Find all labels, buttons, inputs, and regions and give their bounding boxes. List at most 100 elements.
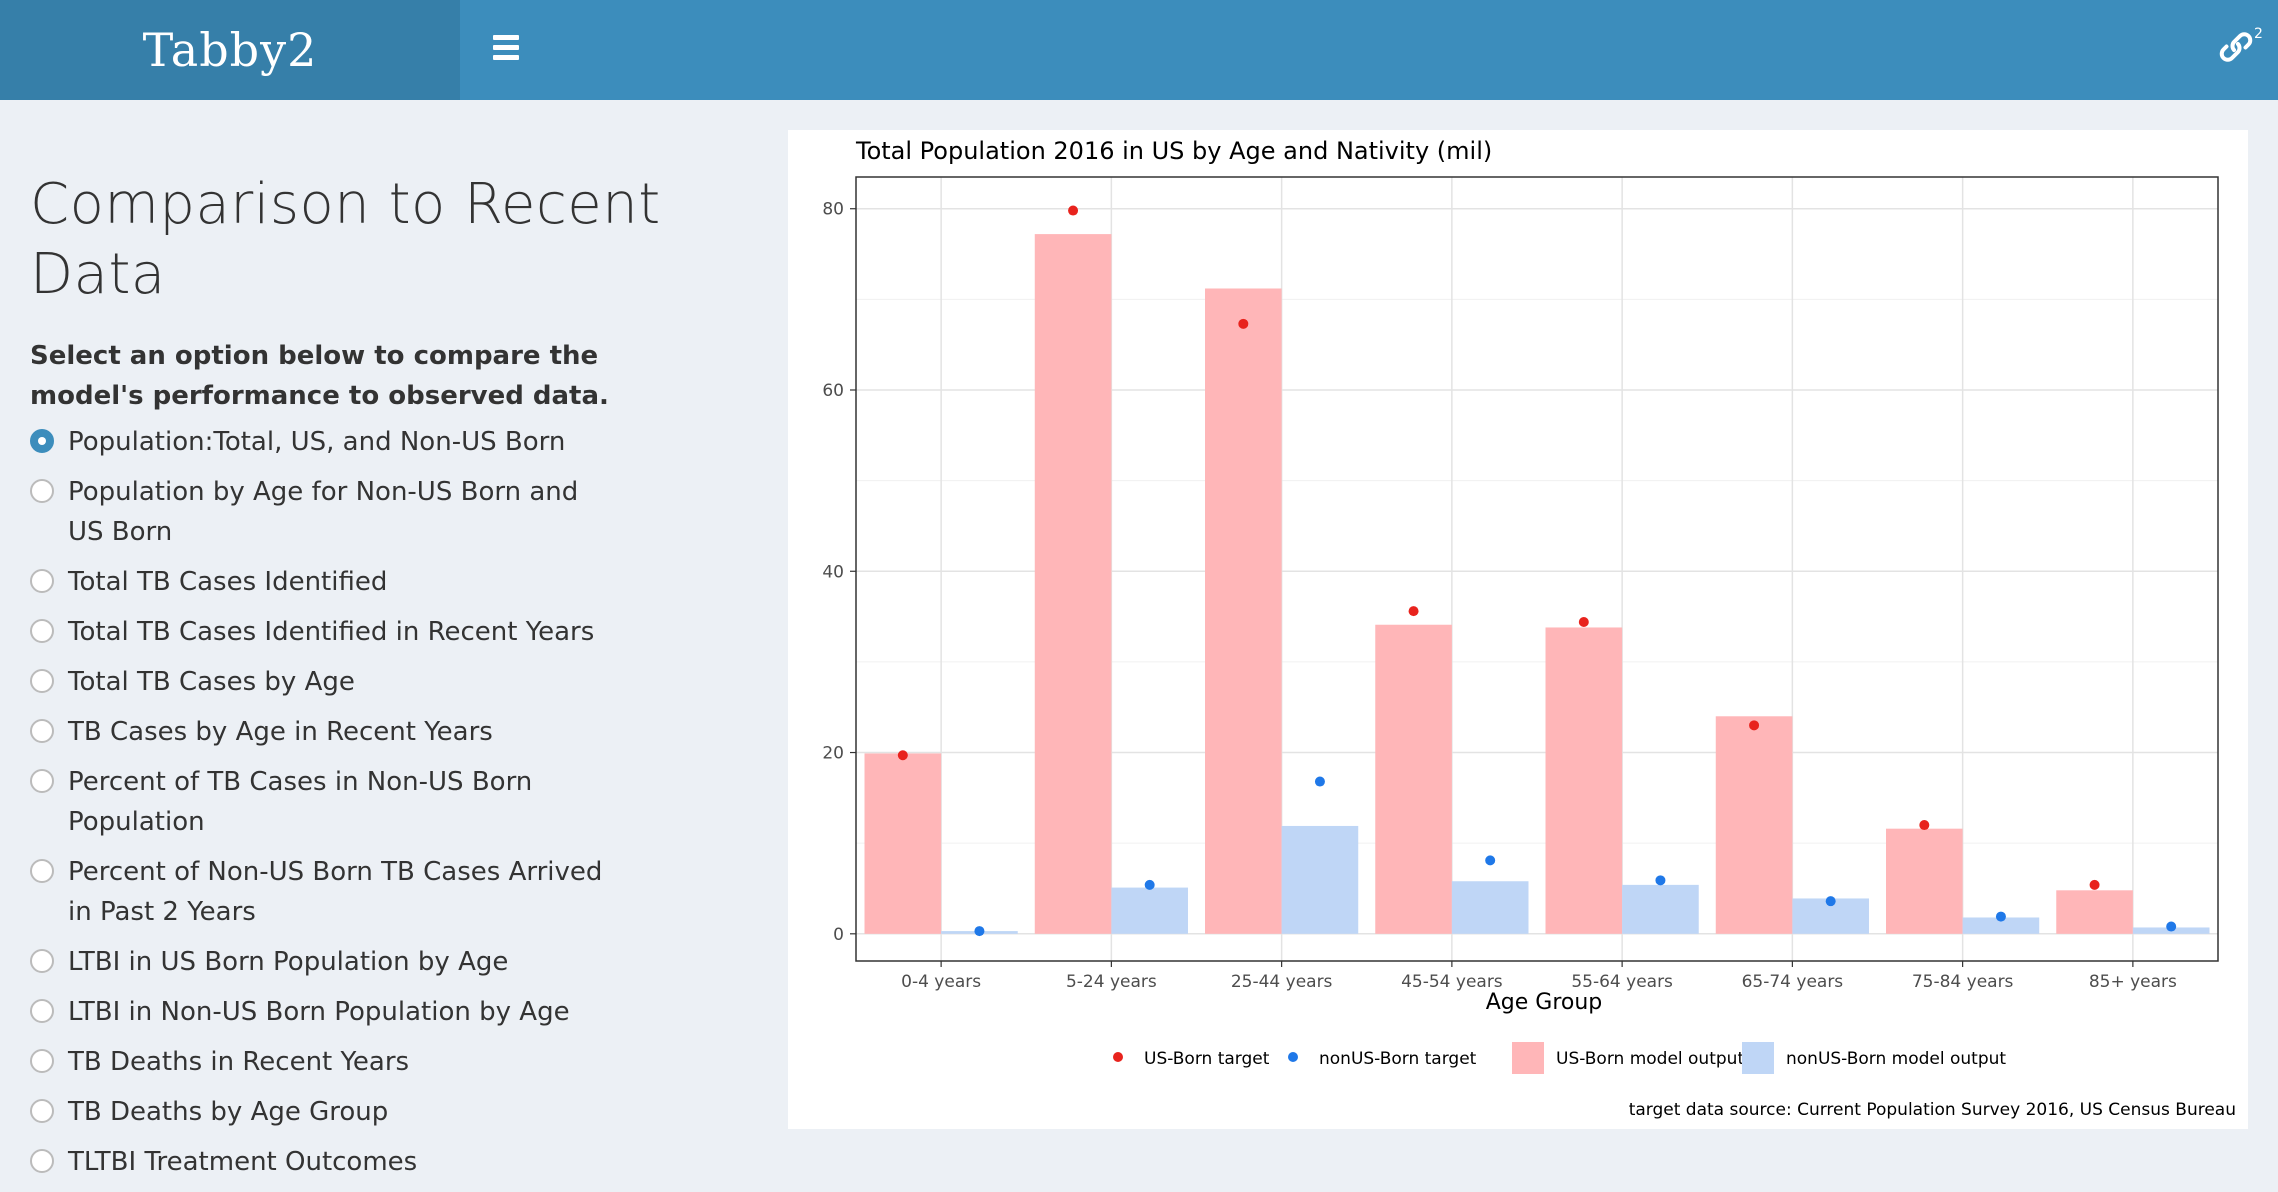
top-navbar: Tabby2 2 [0,0,2278,100]
x-tick-label: 85+ years [2089,972,2177,992]
us-born-bar [1375,624,1452,934]
us-born-bar [1034,234,1112,934]
y-tick-label: 0 [833,925,844,945]
us-born-target-point [1749,720,1760,731]
us-born-bar [1205,288,1282,934]
y-tick-label: 40 [822,562,844,582]
legend-label: nonUS-Born target [1319,1049,1477,1069]
nonus-born-target-point [1314,776,1325,787]
nonus-born-target-point [1144,879,1155,890]
option-1[interactable]: Population:Total, US, and Non-US Born [30,422,620,462]
radio-button[interactable] [30,1099,54,1123]
legend-bar-key [1742,1042,1774,1074]
us-born-target-point [1408,606,1419,617]
hamburger-icon[interactable] [486,30,526,70]
nonus-born-target-point [1825,896,1836,907]
y-tick-label: 60 [822,381,844,401]
option-label: TLTBI Treatment Outcomes [68,1147,418,1177]
option-10[interactable]: LTBI in Non-US Born Population by Age [30,992,620,1032]
radio-button[interactable] [30,719,54,743]
x-tick-label: 45-54 years [1401,972,1503,992]
option-13[interactable]: TLTBI Treatment Outcomes [30,1142,620,1182]
us-born-bar [2056,890,2133,934]
legend-label: US-Born model output [1556,1049,1744,1069]
plot-border [855,176,2219,962]
option-label: Percent of TB Cases in Non-US Born Popul… [68,767,533,837]
population-chart: Total Population 2016 in US by Age and N… [822,137,2236,1120]
option-label: TB Cases by Age in Recent Years [68,717,493,747]
x-tick-label: 55-64 years [1571,972,1673,992]
us-born-target-point [897,750,908,761]
legend-label: US-Born target [1144,1049,1270,1069]
radio-button[interactable] [30,479,54,503]
link-icon[interactable]: 2 [2214,22,2264,72]
nonus-born-bar [1111,887,1188,934]
option-label: Total TB Cases Identified in Recent Year… [68,617,595,647]
us-born-target-point [1919,820,1930,831]
nonus-born-target-point [1655,875,1666,886]
page-title: Comparison to Recent Data [30,172,661,307]
y-tick-label: 20 [822,744,844,764]
us-born-target-point [1068,205,1079,216]
radio-button[interactable] [30,769,54,793]
x-tick-label: 5-24 years [1066,972,1157,992]
us-born-target-point [1578,617,1589,628]
instructions-text: Select an option below to compare the mo… [30,341,609,411]
left-panel: Comparison to Recent Data Select an opti… [30,170,730,1192]
us-born-bar [1545,627,1623,934]
radio-button[interactable] [30,1149,54,1173]
option-label: Percent of Non-US Born TB Cases Arrived … [68,857,603,927]
option-4[interactable]: Total TB Cases Identified in Recent Year… [30,612,620,652]
radio-button[interactable] [30,1049,54,1073]
chart-caption: target data source: Current Population S… [1629,1100,2236,1120]
option-7[interactable]: Percent of TB Cases in Non-US Born Popul… [30,762,620,842]
option-2[interactable]: Population by Age for Non-US Born and US… [30,472,620,552]
us-born-target-point [1238,318,1249,329]
us-born-bar [864,753,942,934]
option-9[interactable]: LTBI in US Born Population by Age [30,942,620,982]
option-6[interactable]: TB Cases by Age in Recent Years [30,712,620,752]
x-tick-label: 25-44 years [1231,972,1333,992]
legend-point-key [1113,1052,1123,1062]
x-tick-label: 75-84 years [1912,972,2014,992]
comparison-options: Population:Total, US, and Non-US Born Pop… [30,422,730,1182]
radio-button[interactable] [30,859,54,883]
x-tick-label: 0-4 years [901,972,981,992]
option-label: Total TB Cases Identified [68,567,388,597]
radio-button[interactable] [30,999,54,1023]
nonus-born-target-point [974,926,985,937]
link-badge: 2 [2254,26,2263,42]
nonus-born-target-point [1485,855,1496,866]
y-tick-label: 80 [822,200,844,220]
radio-button[interactable] [30,619,54,643]
option-8[interactable]: Percent of Non-US Born TB Cases Arrived … [30,852,620,932]
option-5[interactable]: Total TB Cases by Age [30,662,620,702]
option-label: LTBI in Non-US Born Population by Age [68,997,570,1027]
radio-button[interactable] [30,569,54,593]
option-label: Total TB Cases by Age [68,667,355,697]
option-label: TB Deaths by Age Group [68,1097,389,1127]
x-tick-label: 65-74 years [1742,972,1844,992]
option-3[interactable]: Total TB Cases Identified [30,562,620,602]
radio-button[interactable] [30,429,54,453]
radio-button[interactable] [30,669,54,693]
chart-panel: Total Population 2016 in US by Age and N… [788,130,2248,1129]
option-12[interactable]: TB Deaths by Age Group [30,1092,620,1132]
option-label: Population:Total, US, and Non-US Born [68,427,566,457]
nonus-born-bar [1622,884,1699,934]
app-brand[interactable]: Tabby2 [0,0,460,100]
us-born-bar [1886,828,1963,934]
radio-button[interactable] [30,949,54,973]
option-label: Population by Age for Non-US Born and US… [68,477,579,547]
x-axis-title: Age Group [1486,990,1603,1015]
nonus-born-bar [1281,825,1359,934]
chart-title: Total Population 2016 in US by Age and N… [855,137,1492,165]
nonus-born-target-point [2166,921,2177,932]
option-label: TB Deaths in Recent Years [68,1047,410,1077]
option-label: LTBI in US Born Population by Age [68,947,509,977]
nonus-born-target-point [1995,911,2006,922]
option-11[interactable]: TB Deaths in Recent Years [30,1042,620,1082]
us-born-target-point [2089,879,2100,890]
legend-point-key [1288,1052,1298,1062]
legend-label: nonUS-Born model output [1786,1049,2006,1069]
